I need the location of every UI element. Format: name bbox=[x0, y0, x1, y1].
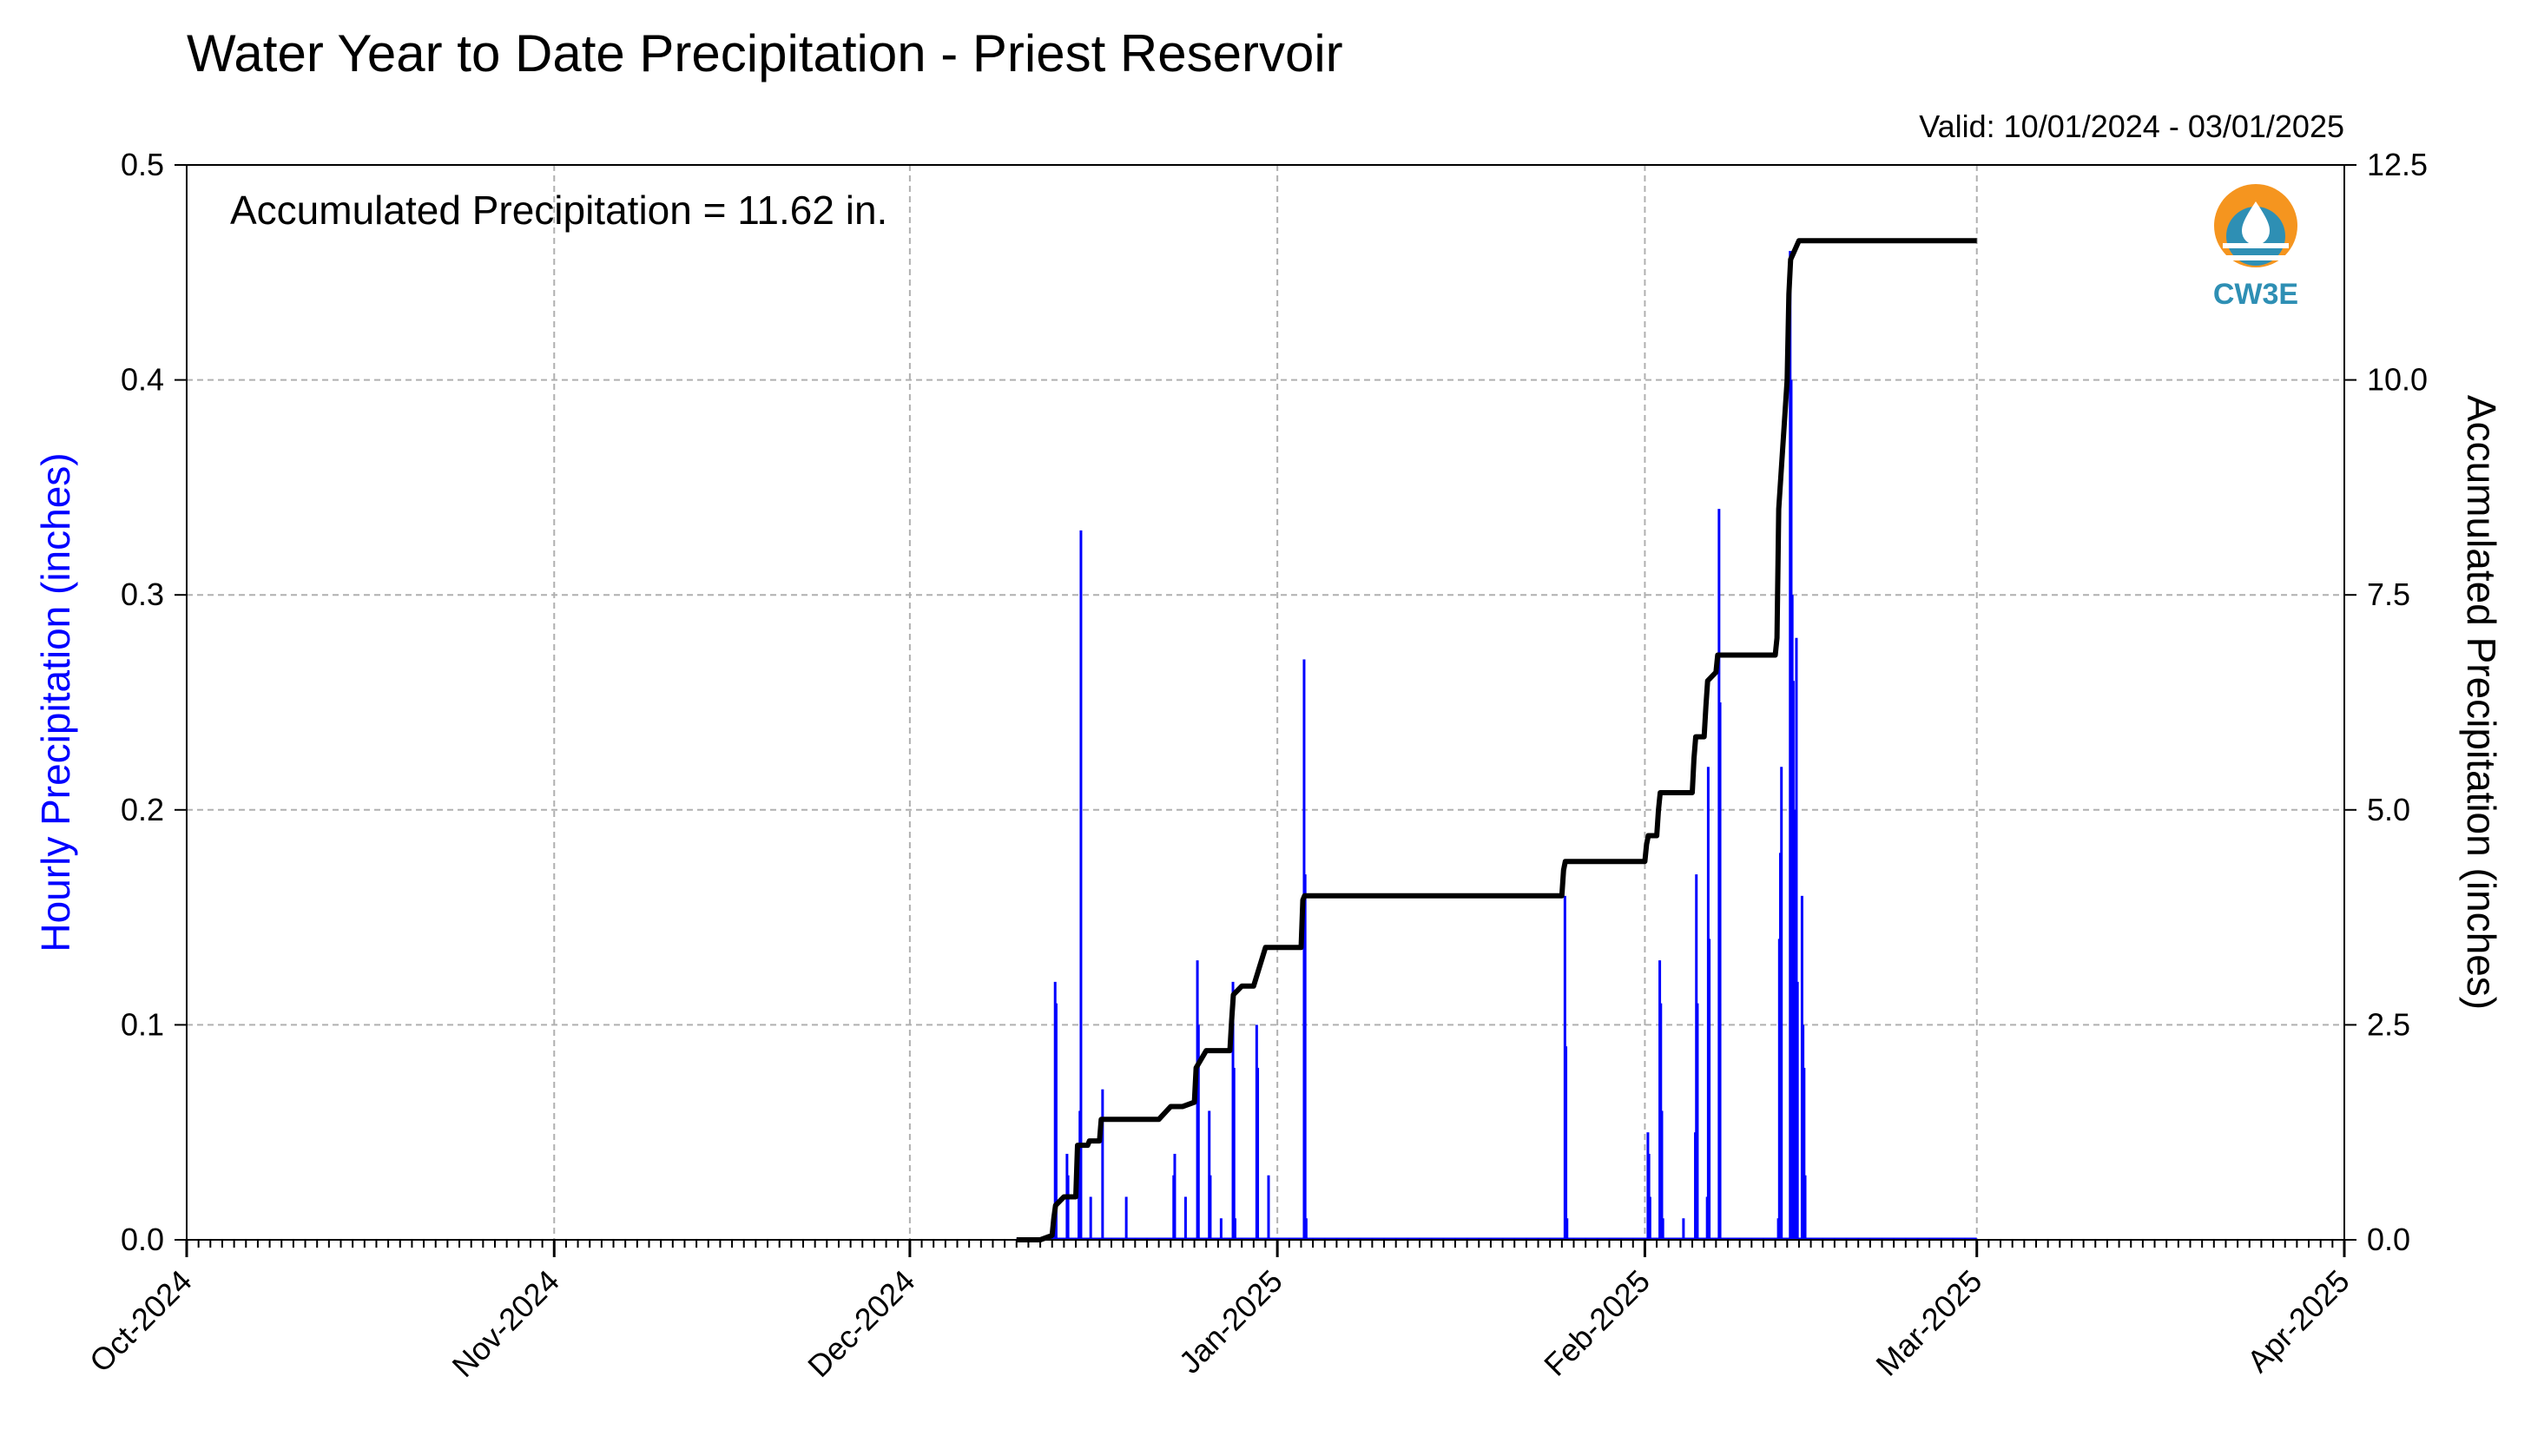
hourly-bar bbox=[1660, 1110, 1664, 1240]
hourly-bar bbox=[1565, 1218, 1569, 1240]
y-right-tick-label: 2.5 bbox=[2367, 1006, 2410, 1042]
y-right-tick-label: 10.0 bbox=[2367, 362, 2428, 398]
y-right-tick-label: 12.5 bbox=[2367, 147, 2428, 182]
hourly-bar bbox=[1101, 1089, 1104, 1240]
hourly-bar bbox=[1089, 1196, 1092, 1240]
hourly-bar bbox=[1780, 767, 1783, 1240]
y-left-tick-label: 0.2 bbox=[121, 792, 164, 827]
hourly-bar bbox=[1565, 1046, 1568, 1240]
hourly-bar bbox=[1803, 1175, 1807, 1240]
hourly-bar bbox=[1219, 1218, 1223, 1240]
hourly-bar bbox=[1054, 1003, 1058, 1240]
y-right-tick-label: 7.5 bbox=[2367, 576, 2410, 612]
y-axis-left: 0.0 0.1 0.2 0.3 0.4 0.5 bbox=[121, 147, 187, 1257]
hourly-bar bbox=[1795, 637, 1798, 1240]
y-left-tick-label: 0.4 bbox=[121, 362, 164, 398]
hourly-bar bbox=[1303, 874, 1307, 1240]
y-right-tick-label: 5.0 bbox=[2367, 792, 2410, 827]
valid-date-range: Valid: 10/01/2024 - 03/01/2025 bbox=[1919, 109, 2344, 144]
hourly-bar bbox=[1648, 1196, 1651, 1240]
hourly-bar bbox=[1183, 1196, 1187, 1240]
hourly-bar bbox=[1196, 1024, 1200, 1240]
hourly-bar bbox=[1124, 1196, 1128, 1240]
hourly-bar bbox=[1233, 1218, 1236, 1240]
accumulated-line-layer bbox=[1016, 238, 1977, 1242]
hourly-bar bbox=[1173, 1153, 1177, 1240]
hourly-bar bbox=[1796, 981, 1799, 1240]
hourly-bars bbox=[1053, 251, 1807, 1241]
y-left-tick-label: 0.0 bbox=[121, 1222, 164, 1257]
chart-title: Water Year to Date Precipitation - Pries… bbox=[187, 24, 1343, 82]
y-axis-left-label: Hourly Precipitation (inches) bbox=[33, 452, 78, 952]
hourly-bar bbox=[1803, 1067, 1806, 1240]
accumulated-line bbox=[1016, 238, 1977, 1242]
hourly-bar bbox=[1304, 1218, 1308, 1240]
logo-drop-icon bbox=[2242, 201, 2270, 245]
cw3e-logo: CW3E bbox=[2213, 184, 2298, 311]
hourly-bar bbox=[1066, 1175, 1070, 1240]
logo-text: CW3E bbox=[2213, 278, 2298, 311]
hourly-bar bbox=[1256, 1067, 1260, 1240]
y-left-tick-label: 0.5 bbox=[121, 147, 164, 182]
y-left-tick-label: 0.1 bbox=[121, 1006, 164, 1042]
hourly-bar bbox=[1682, 1218, 1685, 1240]
hourly-bar bbox=[1718, 702, 1722, 1240]
hourly-bar bbox=[1708, 939, 1711, 1240]
accumulated-annotation: Accumulated Precipitation = 11.62 in. bbox=[230, 188, 887, 233]
y-axis-right-label: Accumulated Precipitation (inches) bbox=[2459, 395, 2504, 1010]
hourly-bar bbox=[1661, 1218, 1664, 1240]
hourly-bar bbox=[1267, 1175, 1270, 1240]
y-axis-right: 0.0 2.5 5.0 7.5 10.0 12.5 bbox=[2344, 147, 2428, 1257]
hourly-bar bbox=[1232, 1067, 1236, 1240]
y-left-tick-label: 0.3 bbox=[121, 576, 164, 612]
y-right-tick-label: 0.0 bbox=[2367, 1222, 2410, 1257]
hourly-bar bbox=[1696, 1003, 1699, 1240]
hourly-bar bbox=[1209, 1175, 1212, 1240]
hourly-bar bbox=[1079, 530, 1083, 1240]
